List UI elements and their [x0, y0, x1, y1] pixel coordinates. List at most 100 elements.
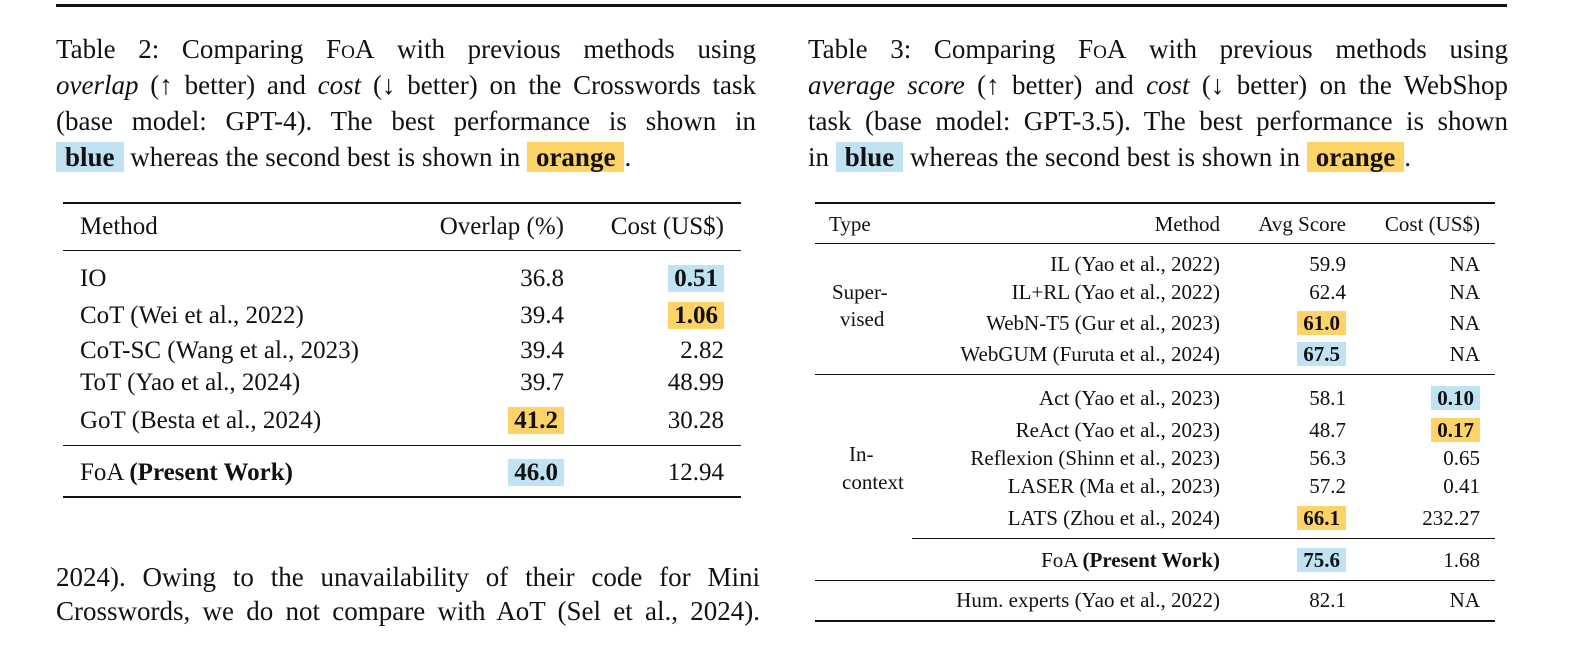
table-bottom-rule — [815, 620, 1495, 622]
table-cell-score: 48.7 — [1309, 418, 1346, 442]
table-cell-method: ReAct (Yao et al., 2023) — [1015, 418, 1220, 442]
caption-line: task (base model: GPT-3.5). The best per… — [808, 106, 1508, 136]
table-cell-method: LASER (Ma et al., 2023) — [1007, 474, 1220, 498]
table-header-rule — [63, 250, 741, 251]
table-bottom-rule — [63, 496, 741, 498]
table-header-rule — [815, 243, 1495, 244]
table-cell-score: 82.1 — [1309, 588, 1346, 612]
table-cell-cost: NA — [1449, 311, 1480, 335]
table-top-rule — [815, 202, 1495, 204]
best-highlight: 0.51 — [668, 265, 724, 292]
body-line: Crosswords, we do not compare with AoT (… — [56, 596, 760, 626]
group-label-supervised: Super- — [832, 280, 888, 304]
table-header-method: Method — [1154, 212, 1220, 236]
table-cell-method: IO — [80, 265, 107, 292]
table-cell-overlap: 36.8 — [520, 265, 564, 292]
best-highlight: 0.10 — [1431, 386, 1480, 410]
table-cell-score: 75.6 — [1297, 547, 1346, 573]
body-paragraph: 2024). Owing to the unavailability of th… — [56, 560, 760, 628]
table-cell-cost: 30.28 — [667, 407, 724, 434]
table-cell-cost: 12.94 — [667, 459, 724, 486]
caption-line: average score (↑ better) and cost (↓ bet… — [808, 70, 1508, 100]
page-top-rule — [56, 4, 1507, 7]
best-highlight: 75.6 — [1297, 548, 1346, 572]
table-cell-cost: 232.27 — [1422, 506, 1480, 530]
table-mid-rule — [815, 580, 1495, 581]
table-cell-cost: 0.51 — [668, 264, 724, 294]
table-cell-method: Reflexion (Shinn et al., 2023) — [970, 446, 1220, 470]
table-cell-overlap: 39.4 — [520, 302, 564, 329]
second-best-highlight: 61.0 — [1297, 311, 1346, 335]
second-best-highlight: 1.06 — [668, 302, 724, 329]
table-cell-overlap: 39.7 — [520, 369, 564, 396]
orange-legend-swatch: orange — [1306, 142, 1405, 172]
group-label-in-context: In- — [849, 442, 874, 466]
table-header-type: Type — [829, 212, 871, 236]
body-line: 2024). Owing to the unavailability of th… — [56, 562, 760, 592]
table-header-overlap: Overlap (%) — [439, 213, 564, 240]
table-cell-overlap: 41.2 — [508, 406, 564, 436]
partial-separator-rule — [912, 538, 1495, 539]
table-header-score: Avg Score — [1258, 212, 1346, 236]
table-cell-method: WebGUM (Furuta et al., 2024) — [960, 342, 1220, 366]
table-header-method: Method — [80, 213, 158, 240]
group-label-in-context: context — [842, 470, 904, 494]
table-cell-method: IL+RL (Yao et al., 2022) — [1011, 280, 1220, 304]
table-cell-score: 56.3 — [1309, 446, 1346, 470]
second-best-highlight: 66.1 — [1297, 506, 1346, 530]
table-cell-cost: 0.10 — [1431, 385, 1480, 411]
caption-line: Table 2: Comparing FoA with previous met… — [56, 34, 756, 64]
table-mid-rule — [63, 445, 741, 446]
best-highlight: 67.5 — [1297, 342, 1346, 366]
table-cell-method: CoT-SC (Wang et al., 2023) — [80, 337, 359, 364]
second-best-highlight: 41.2 — [508, 407, 564, 434]
blue-legend-swatch: blue — [835, 142, 904, 172]
group-label-supervised: vised — [840, 307, 885, 331]
table-cell-cost: 2.82 — [680, 337, 724, 364]
table-cell-cost: 0.41 — [1443, 474, 1480, 498]
caption-line: (base model: GPT-4). The best performanc… — [56, 106, 756, 136]
table-cell-overlap: 46.0 — [508, 458, 564, 488]
table-cell-method: WebN-T5 (Gur et al., 2023) — [986, 311, 1220, 335]
best-highlight: 46.0 — [508, 459, 564, 486]
table-cell-cost: NA — [1449, 280, 1480, 304]
table-cell-method: FoA (Present Work) — [80, 459, 293, 486]
table-cell-score: 58.1 — [1309, 386, 1346, 410]
table-cell-method: IL (Yao et al., 2022) — [1050, 252, 1220, 276]
table-cell-cost: NA — [1449, 252, 1480, 276]
table-cell-cost: 1.68 — [1443, 548, 1480, 572]
table-cell-method: ToT (Yao et al., 2024) — [80, 369, 301, 396]
table-cell-cost: NA — [1449, 588, 1480, 612]
caption-line: in blue whereas the second best is shown… — [808, 142, 1411, 172]
orange-legend-swatch: orange — [526, 142, 625, 172]
blue-legend-swatch: blue — [56, 142, 124, 172]
table-cell-method: Hum. experts (Yao et al., 2022) — [956, 588, 1220, 612]
table-cell-score: 66.1 — [1297, 505, 1346, 531]
group-separator-rule — [815, 374, 1495, 375]
caption-line: blue whereas the second best is shown in… — [56, 139, 756, 175]
table-cell-cost: 0.17 — [1431, 417, 1480, 443]
table-cell-score: 67.5 — [1297, 341, 1346, 367]
table-cell-cost: 0.65 — [1443, 446, 1480, 470]
table-cell-score: 57.2 — [1309, 474, 1346, 498]
table-cell-overlap: 39.4 — [520, 337, 564, 364]
table-cell-score: 59.9 — [1309, 252, 1346, 276]
table-cell-method: GoT (Besta et al., 2024) — [80, 407, 322, 434]
table2-caption: Table 2: Comparing FoA with previous met… — [56, 31, 756, 175]
table-cell-cost: 48.99 — [667, 369, 724, 396]
table-cell-score: 62.4 — [1309, 280, 1346, 304]
table-cell-method: LATS (Zhou et al., 2024) — [1007, 506, 1220, 530]
table3-caption: Table 3: Comparing FoA with previous met… — [808, 31, 1508, 175]
table-cell-score: 61.0 — [1297, 310, 1346, 336]
table-header-cost: Cost (US$) — [1384, 212, 1480, 236]
caption-line: Table 3: Comparing FoA with previous met… — [808, 34, 1508, 64]
table-header-cost: Cost (US$) — [610, 213, 724, 240]
table-cell-cost: 1.06 — [668, 301, 724, 331]
table-cell-method: FoA (Present Work) — [1041, 548, 1220, 572]
second-best-highlight: 0.17 — [1431, 418, 1480, 442]
table-cell-cost: NA — [1449, 342, 1480, 366]
table-cell-method: Act (Yao et al., 2023) — [1038, 386, 1220, 410]
caption-line: overlap (↑ better) and cost (↓ better) o… — [56, 70, 756, 100]
table-cell-method: CoT (Wei et al., 2022) — [80, 302, 304, 329]
table-top-rule — [63, 202, 741, 204]
